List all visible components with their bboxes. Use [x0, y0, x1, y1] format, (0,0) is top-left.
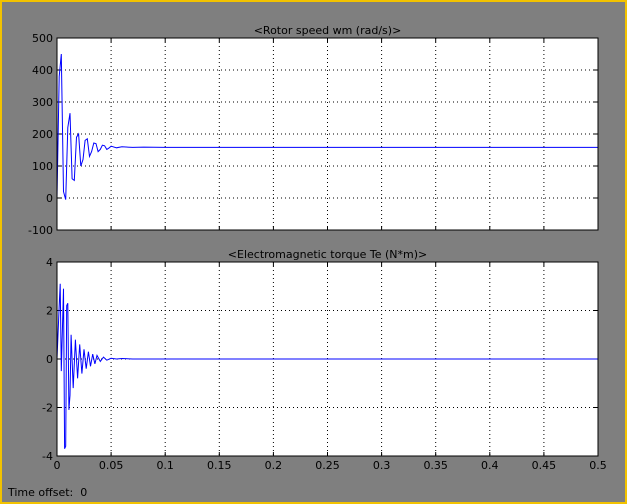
y-tick-label: 500 [32, 32, 53, 45]
series-line-1 [56, 53, 598, 200]
plot-panel-1: <Rotor speed wm (rad/s)> -100 0 100 200 300 40… [28, 24, 599, 237]
y-tick-label: 2 [46, 305, 53, 318]
y-tick-label: -4 [42, 450, 53, 463]
time-offset-value: 0 [80, 486, 88, 499]
x-tick-label: 0.4 [481, 459, 499, 472]
y-tick-label: -100 [28, 224, 53, 237]
plot-frame [56, 261, 599, 457]
x-tick-label: 0.2 [265, 459, 283, 472]
x-tick-label: 0.05 [99, 459, 124, 472]
x-tick-label: 0.15 [207, 459, 232, 472]
plot-frame [56, 37, 599, 231]
x-tick-label: 0.35 [423, 459, 448, 472]
y-tick-label: 0 [46, 353, 53, 366]
y-tick-label: 0 [46, 192, 53, 205]
x-tick-label: 0.45 [532, 459, 557, 472]
x-tick-label: 0.25 [315, 459, 340, 472]
x-tick-label: 0 [54, 459, 61, 472]
y-tick-label: 100 [32, 160, 53, 173]
y-tick-label: 4 [46, 256, 53, 269]
y-tick-label: -2 [42, 402, 53, 415]
y-tick-label: 400 [32, 64, 53, 77]
x-tick-label: 0.5 [589, 459, 607, 472]
y-tick-label: 200 [32, 128, 53, 141]
plot-title: <Electromagnetic torque Te (N*m)> [228, 248, 427, 261]
x-tick-label: 0.3 [373, 459, 391, 472]
time-offset-label: Time offset: [8, 486, 74, 499]
series-line-1 [56, 283, 598, 449]
plot-title: <Rotor speed wm (rad/s)> [254, 24, 402, 37]
plot-panel-2: <Electromagnetic torque Te (N*m)> -4 -2 0 2 4… [42, 248, 607, 472]
y-tick-label: 300 [32, 96, 53, 109]
x-tick-label: 0.1 [156, 459, 174, 472]
time-offset: Time offset: 0 [8, 486, 87, 499]
